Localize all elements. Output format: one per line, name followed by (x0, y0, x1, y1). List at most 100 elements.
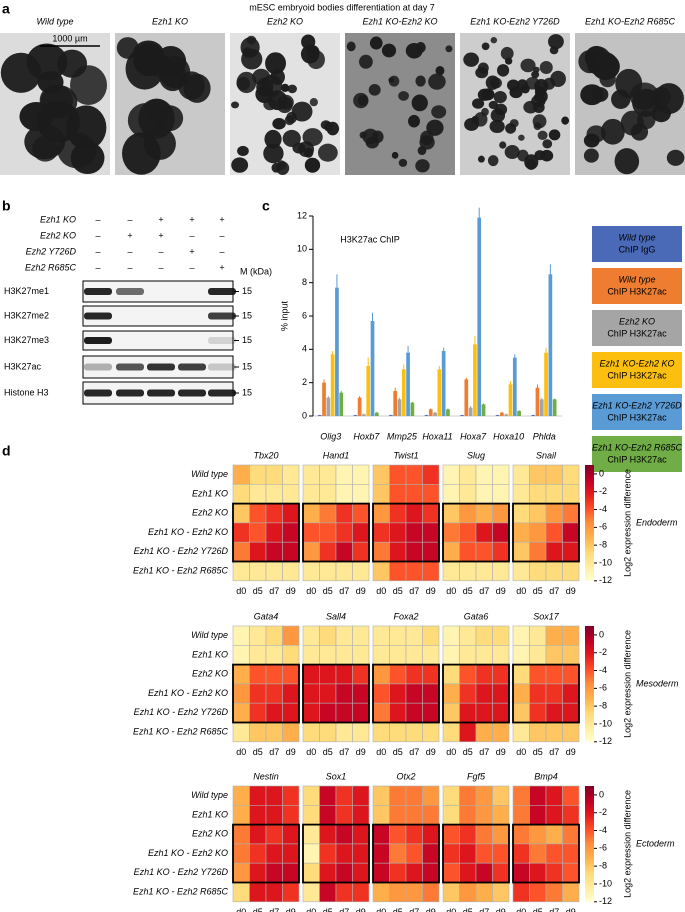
heatmap-cell (492, 882, 510, 903)
legend-swatch (592, 352, 682, 388)
heatmap-cell (389, 683, 407, 704)
blot-band (84, 363, 112, 371)
heatmap-cell (492, 522, 510, 543)
column-label: d9 (496, 747, 506, 757)
column-label: d7 (339, 747, 349, 757)
bar (330, 354, 335, 416)
heatmap-cell (562, 804, 580, 825)
heatmap-cell (352, 683, 370, 704)
heatmap-cell (422, 862, 440, 883)
row-label: Ezh1 KO (192, 649, 228, 659)
heatmap-cell (282, 561, 300, 582)
panel-label: d (2, 443, 11, 459)
highlight-box (442, 823, 510, 884)
genotype-sign: – (219, 246, 224, 256)
heatmap-cell (529, 561, 547, 582)
bar (428, 409, 433, 416)
embryoid-body (504, 145, 520, 160)
embryoid-body (230, 101, 240, 109)
heatmap-cell (319, 804, 337, 825)
heatmap-cell (265, 804, 283, 825)
heatmap-cell (492, 541, 510, 562)
colorbar-tick-label: -4 (599, 665, 607, 675)
column-label: d9 (286, 586, 296, 596)
legend-label: ChIP H3K27ac (607, 454, 667, 464)
heatmap-cell (389, 824, 407, 845)
heatmap-cell (442, 843, 460, 864)
heatmap-cell (459, 785, 477, 806)
embryoid-body (237, 145, 249, 157)
column-label: d5 (463, 907, 473, 912)
heatmap-cell (372, 625, 390, 646)
image-label: Ezh1 KO-Ezh2 KO (362, 16, 437, 26)
bar (424, 415, 429, 416)
heatmap-cell (422, 785, 440, 806)
heatmap-cell (405, 862, 423, 883)
legend-label: ChIP H3K27ac (607, 412, 667, 422)
heatmap-cell (529, 503, 547, 524)
embryoid-body (463, 52, 480, 67)
heatmap-cell (405, 625, 423, 646)
heatmap-cell (475, 503, 493, 524)
heatmap-cell (249, 722, 267, 743)
heatmap-cell (232, 464, 250, 485)
column-label: d5 (533, 747, 543, 757)
heatmap-cell (249, 804, 267, 825)
column-label: d5 (393, 907, 403, 912)
blot-band (84, 288, 112, 295)
heatmap-cell (232, 644, 250, 665)
embryoid-body (156, 105, 184, 132)
blot-label: H3K27me1 (4, 286, 49, 296)
heatmap-cell (512, 862, 530, 883)
embryoid-body (533, 66, 540, 73)
bar (401, 369, 406, 416)
heatmap-cell (459, 702, 477, 723)
embryoid-body (323, 121, 334, 132)
embryoid-body (70, 141, 105, 175)
heatmap-cell (459, 722, 477, 743)
heatmap-cell (232, 843, 250, 864)
bar (481, 404, 486, 416)
heatmap-cell (459, 561, 477, 582)
heatmap-cell (352, 843, 370, 864)
heatmap-cell (459, 483, 477, 504)
heatmap-cell (459, 503, 477, 524)
heatmap-cell (232, 541, 250, 562)
heatmap-cell (232, 862, 250, 883)
bar (362, 414, 366, 416)
gene-label: Snail (536, 450, 557, 460)
heatmap-cell (302, 824, 320, 845)
heatmap-cell (442, 644, 460, 665)
heatmap-cell (265, 483, 283, 504)
embryoid-body (381, 43, 397, 58)
heatmap-cell (232, 702, 250, 723)
heatmap-cell (372, 882, 390, 903)
heatmap-cell (422, 464, 440, 485)
colorbar-tick-label: -6 (599, 843, 607, 853)
bar (397, 399, 402, 416)
heatmap-cell (352, 644, 370, 665)
heatmap-cell (529, 722, 547, 743)
heatmap-cell (562, 862, 580, 883)
heatmap-cell (335, 561, 353, 582)
heatmap-cell (335, 644, 353, 665)
chart-title: H3K27ac ChIP (340, 234, 400, 244)
bar (512, 357, 517, 416)
heatmap-cell (475, 882, 493, 903)
heatmap-cell (405, 464, 423, 485)
marker-label: 15 (242, 310, 252, 320)
heatmap-cell (459, 843, 477, 864)
heatmap-cell (282, 824, 300, 845)
heatmap-cell (442, 625, 460, 646)
heatmap-cell (442, 862, 460, 883)
embryoid-body (561, 116, 570, 125)
heatmap-cell (442, 664, 460, 685)
colorbar-tick-label: -8 (599, 701, 607, 711)
heatmap-cell (459, 882, 477, 903)
column-label: d9 (426, 586, 436, 596)
column-label: d9 (566, 586, 576, 596)
legend-swatch (592, 226, 682, 262)
heatmap-cell (282, 483, 300, 504)
heatmap-cell (562, 625, 580, 646)
heatmap-cell (265, 522, 283, 543)
